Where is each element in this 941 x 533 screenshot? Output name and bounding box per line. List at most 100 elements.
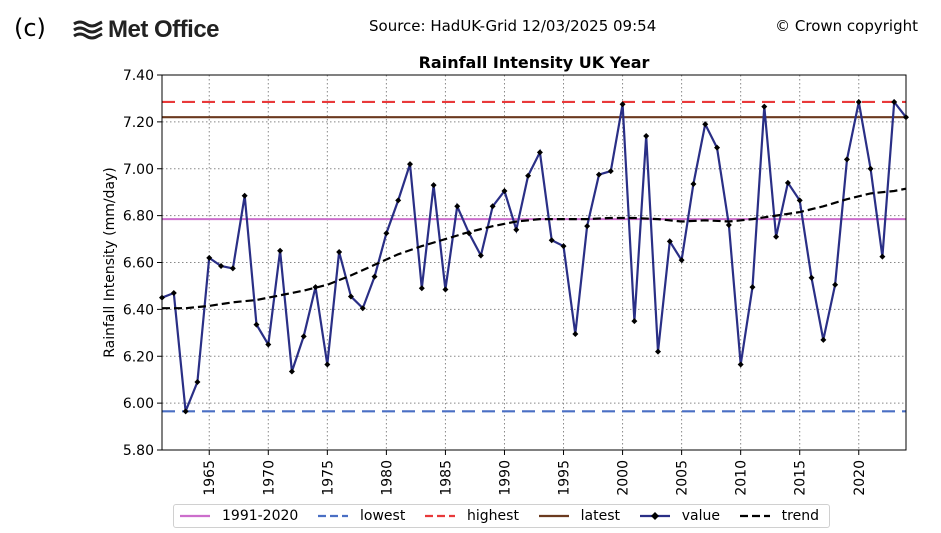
value-point <box>595 171 602 178</box>
value-point <box>796 197 803 204</box>
value-point <box>430 182 437 189</box>
legend-item-latest: latest <box>537 508 620 524</box>
legend-label: lowest <box>360 508 406 524</box>
value-point <box>619 101 626 108</box>
met-office-waves-icon <box>73 20 103 40</box>
value-point <box>454 203 461 210</box>
value-point <box>891 98 898 105</box>
value-point <box>513 226 520 233</box>
value-point <box>584 223 591 230</box>
value-point <box>784 179 791 186</box>
legend-swatch-trend <box>739 514 770 518</box>
value-point <box>631 318 638 325</box>
value-point <box>666 238 673 245</box>
value-point <box>489 203 496 210</box>
value-point <box>501 188 508 195</box>
value-point <box>218 263 225 270</box>
legend-item-trend: trend <box>738 508 819 524</box>
x-tick-label: 1990 <box>497 460 513 496</box>
legend-swatch-latest <box>538 514 569 518</box>
source-text: Source: HadUK-Grid 12/03/2025 09:54 <box>369 17 657 35</box>
value-point <box>407 161 413 168</box>
value-point <box>253 321 260 328</box>
value-point <box>536 149 543 156</box>
value-point <box>572 330 579 337</box>
value-point <box>808 274 815 281</box>
legend-swatch-value <box>639 512 670 520</box>
chart-legend: 1991-2020 lowest highest latest value trend <box>173 504 830 528</box>
value-point <box>655 348 661 355</box>
y-axis-label: Rainfall Intensity (mm/day) <box>102 167 118 358</box>
x-tick-label: 2000 <box>616 460 632 496</box>
value-point <box>324 361 331 368</box>
value-point <box>383 230 390 237</box>
value-point <box>194 379 201 386</box>
chart-title: Rainfall Intensity UK Year <box>419 53 650 72</box>
value-point <box>690 180 697 187</box>
y-tick-label: 6.80 <box>123 209 154 225</box>
met-office-logo: Met Office <box>72 16 220 44</box>
value-point <box>241 192 248 199</box>
copyright-text: © Crown copyright <box>775 17 918 35</box>
x-tick-label: 2005 <box>675 460 691 496</box>
legend-label: 1991-2020 <box>222 508 299 524</box>
trend-series-line <box>162 187 907 310</box>
y-tick-label: 7.40 <box>123 68 154 84</box>
value-point <box>832 281 839 288</box>
legend-swatch-lowest <box>318 514 349 518</box>
legend-item-baseline: 1991-2020 <box>178 508 298 524</box>
value-point <box>855 98 862 105</box>
value-point <box>737 361 744 368</box>
y-tick-label: 7.00 <box>123 162 154 178</box>
x-tick-label: 1995 <box>557 460 573 496</box>
legend-label: value <box>681 508 720 524</box>
value-point <box>371 273 378 280</box>
value-point <box>265 341 272 348</box>
value-point <box>206 254 213 261</box>
value-point <box>288 368 295 375</box>
value-point <box>359 305 366 312</box>
value-point <box>347 293 354 300</box>
value-point <box>749 284 756 291</box>
legend-item-highest: highest <box>423 508 519 524</box>
value-point <box>725 222 732 228</box>
value-point <box>879 253 886 260</box>
value-point <box>300 333 307 340</box>
y-tick-label: 6.40 <box>123 302 154 318</box>
x-tick-label: 1975 <box>320 460 336 496</box>
plot-frame <box>161 74 907 451</box>
value-point <box>714 144 721 151</box>
value-point <box>170 289 177 296</box>
value-point <box>548 237 555 244</box>
legend-item-value: value <box>638 508 720 524</box>
x-tick-label: 1980 <box>379 460 395 496</box>
y-tick-label: 6.20 <box>123 349 154 365</box>
value-point <box>336 248 343 255</box>
value-point <box>867 165 874 172</box>
legend-item-lowest: lowest <box>316 508 405 524</box>
x-tick-label: 2015 <box>793 460 809 496</box>
value-point <box>182 408 189 415</box>
legend-label: trend <box>781 508 819 524</box>
panel-label: (c) <box>14 14 46 42</box>
x-tick-label: 2020 <box>852 460 868 496</box>
value-point <box>312 284 319 291</box>
legend-label: highest <box>467 508 519 524</box>
value-point <box>525 172 532 179</box>
rainfall-chart: Rainfall Intensity UK Year 5.80 6.00 6.20 6.… <box>102 53 909 496</box>
legend-label: latest <box>580 508 621 524</box>
value-point <box>229 265 236 272</box>
value-point <box>643 132 650 139</box>
y-tick-label: 7.20 <box>123 115 154 131</box>
y-tick-label: 6.60 <box>123 256 154 272</box>
value-point <box>418 285 425 292</box>
value-point <box>843 156 850 163</box>
legend-swatch-highest <box>425 514 456 518</box>
value-point <box>477 252 484 259</box>
legend-swatch-baseline <box>180 514 210 518</box>
value-point <box>607 168 614 175</box>
x-tick-label: 2010 <box>734 460 750 496</box>
y-tick-label: 6.00 <box>123 396 154 412</box>
x-tick-label: 1970 <box>261 460 277 496</box>
y-tick-label: 5.80 <box>123 443 154 459</box>
